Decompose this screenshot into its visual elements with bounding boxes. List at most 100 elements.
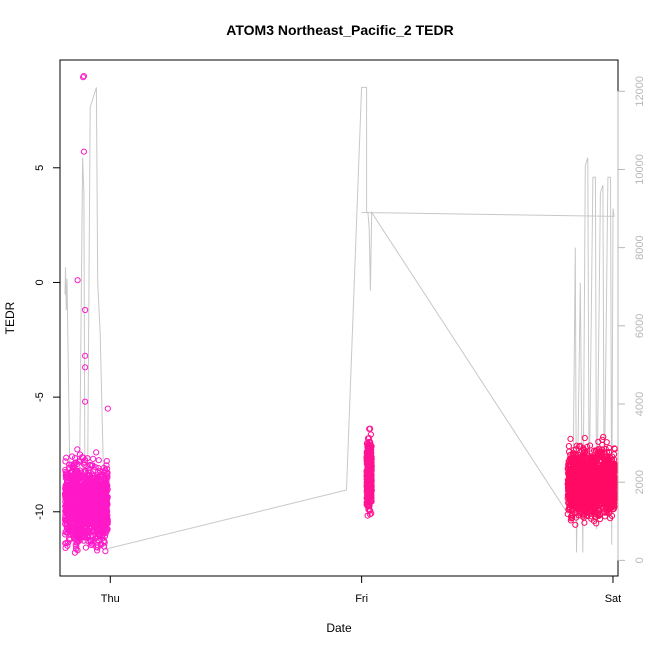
data-point — [63, 454, 70, 461]
scatter-points-layer — [61, 73, 619, 556]
data-point — [597, 457, 605, 464]
data-point — [90, 455, 97, 462]
data-point — [72, 509, 79, 516]
data-point — [574, 458, 581, 465]
data-point — [594, 456, 601, 463]
data-point — [366, 483, 373, 490]
data-point — [66, 535, 73, 543]
outlier-point — [80, 73, 88, 80]
data-point — [65, 505, 72, 512]
data-point — [579, 513, 586, 520]
data-point — [66, 536, 73, 543]
data-point — [586, 442, 594, 449]
data-point — [606, 463, 613, 470]
data-point — [579, 452, 586, 460]
data-point — [86, 472, 93, 479]
data-point — [601, 509, 608, 516]
data-point — [95, 457, 102, 464]
data-point — [581, 488, 588, 495]
data-point — [93, 449, 100, 456]
data-point — [566, 455, 574, 462]
data-point — [565, 461, 572, 468]
y-tick-label: 0 — [34, 279, 46, 285]
data-point — [569, 469, 576, 477]
data-point — [602, 500, 609, 507]
data-point — [366, 476, 374, 483]
data-point — [607, 475, 614, 482]
data-point — [72, 541, 79, 548]
data-point — [597, 515, 604, 523]
x-tick-label: Sat — [605, 593, 622, 605]
data-point — [567, 482, 574, 489]
data-point — [100, 505, 107, 512]
data-point — [573, 479, 580, 486]
data-point — [572, 481, 579, 488]
data-point — [572, 509, 579, 516]
data-point — [594, 501, 601, 508]
data-point — [607, 464, 614, 471]
data-point — [89, 462, 96, 469]
data-point — [103, 512, 110, 519]
data-point — [71, 493, 79, 500]
data-point — [68, 499, 75, 507]
y2-tick-label: 8000 — [634, 235, 646, 259]
x-axis-label: Date — [326, 621, 352, 635]
data-point — [573, 442, 580, 449]
y2-tick-label: 12000 — [634, 76, 646, 107]
y2-tick-label: 4000 — [634, 392, 646, 416]
data-point — [588, 464, 595, 471]
data-point — [62, 475, 70, 482]
data-point — [102, 548, 109, 555]
data-point — [595, 512, 602, 520]
data-point — [73, 521, 80, 528]
data-point — [569, 467, 576, 474]
outlier-point — [74, 277, 81, 284]
outlier-point — [80, 148, 88, 155]
data-point — [62, 466, 69, 473]
data-point — [99, 482, 106, 489]
data-point — [364, 487, 371, 494]
data-point — [582, 471, 589, 478]
data-point — [603, 439, 610, 446]
data-point — [73, 545, 80, 553]
data-point — [94, 547, 101, 554]
plot-border — [59, 59, 619, 577]
data-point — [81, 461, 88, 468]
outlier-point — [104, 405, 111, 412]
data-point — [64, 485, 71, 492]
data-point — [368, 461, 375, 468]
data-point — [363, 499, 370, 506]
data-point — [601, 513, 609, 520]
data-point — [573, 503, 580, 510]
data-point — [607, 485, 614, 492]
data-point — [64, 514, 71, 521]
data-point — [75, 515, 82, 523]
data-point — [72, 511, 79, 518]
data-point — [603, 504, 610, 511]
y-tick-label: -10 — [34, 504, 46, 520]
data-point — [95, 518, 102, 526]
data-point — [581, 474, 588, 481]
data-point — [577, 494, 585, 501]
data-point — [368, 475, 375, 482]
data-point — [611, 479, 618, 486]
data-point — [569, 510, 576, 517]
data-point — [367, 507, 374, 514]
data-point — [593, 469, 600, 476]
data-point — [103, 525, 111, 532]
y2-tick-label: 10000 — [634, 154, 646, 185]
outlier-point — [82, 352, 89, 359]
data-point — [92, 490, 99, 497]
data-point — [84, 508, 91, 515]
data-point — [599, 467, 606, 475]
data-point — [95, 531, 103, 538]
data-point — [68, 506, 75, 513]
data-point — [81, 516, 88, 523]
data-point — [62, 481, 70, 488]
data-point — [80, 460, 87, 467]
data-point — [607, 494, 614, 501]
data-point — [93, 492, 101, 499]
data-point — [95, 474, 102, 481]
data-point — [583, 503, 590, 511]
data-point — [567, 451, 574, 458]
